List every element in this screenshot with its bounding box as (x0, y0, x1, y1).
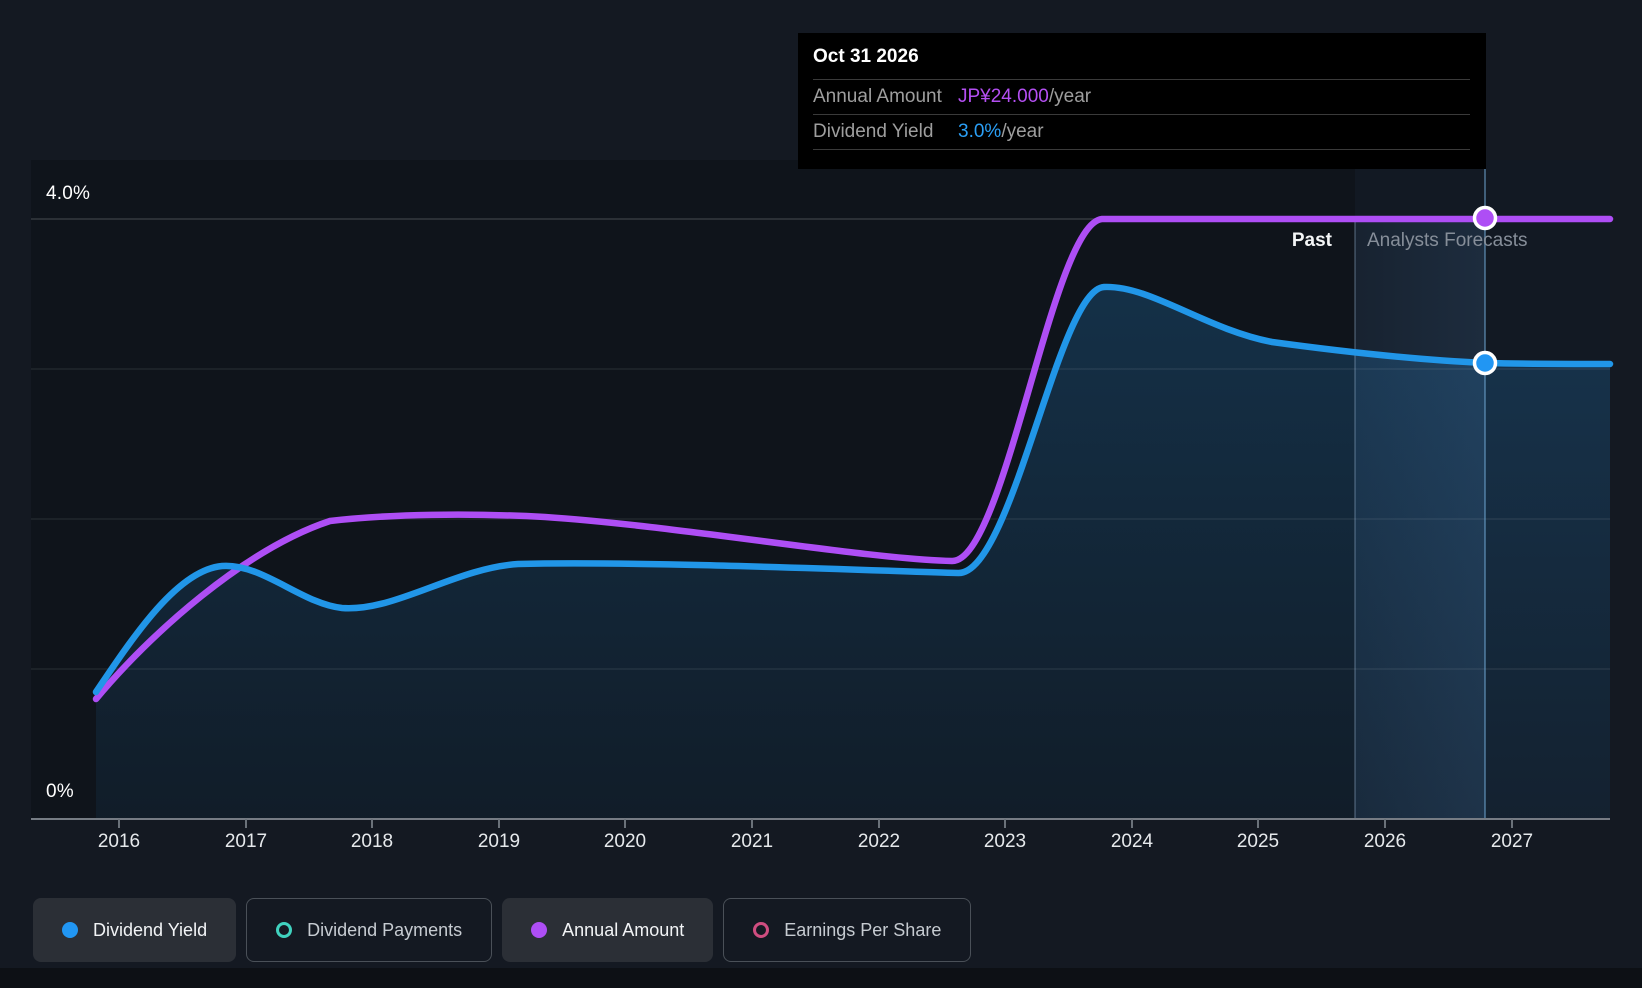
x-axis-label: 2023 (983, 831, 1027, 852)
x-axis-label: 2022 (857, 831, 901, 852)
x-axis-label: 2020 (603, 831, 647, 852)
legend-label: Dividend Yield (93, 919, 208, 940)
legend-toggle-dividend-payments[interactable]: Dividend Payments (246, 898, 493, 962)
x-axis-label: 2021 (730, 831, 774, 852)
past-label: Past (1291, 230, 1332, 251)
x-axis-label: 2017 (224, 831, 268, 852)
tooltip-row-dividend-yield: Dividend Yield 3.0%/year (813, 114, 1470, 150)
dividend-yield-dot-icon (62, 922, 78, 938)
x-axis-label: 2019 (477, 831, 521, 852)
chart-legend: Dividend Yield Dividend Payments Annual … (33, 898, 972, 962)
x-axis-label: 2027 (1490, 831, 1534, 852)
x-axis-label: 2018 (350, 831, 394, 852)
annual-amount-dot-icon (531, 922, 548, 938)
chart-tooltip: Oct 31 2026 Annual Amount JP¥24.000/year… (798, 33, 1486, 169)
tooltip-value: JP¥24.000 (958, 86, 1049, 107)
tooltip-value-suffix: /year (1001, 121, 1044, 142)
earnings-per-share-ring-icon (753, 922, 770, 938)
x-axis-label: 2026 (1363, 831, 1407, 852)
dividend-yield-marker-dot[interactable] (1472, 350, 1498, 376)
tooltip-value: 3.0% (958, 121, 1002, 142)
annual-amount-line (92, 215, 1614, 703)
tooltip-label: Annual Amount (813, 86, 942, 107)
dividend-yield-area (96, 286, 1610, 819)
legend-toggle-earnings-per-share[interactable]: Earnings Per Share (723, 898, 972, 962)
bottom-strip (0, 968, 1642, 988)
analysts-forecasts-label: Analysts Forecasts (1367, 230, 1528, 251)
forecast-highlight-band (1355, 219, 1485, 819)
legend-label: Earnings Per Share (784, 919, 942, 940)
tooltip-label: Dividend Yield (813, 121, 934, 142)
tooltip-value-suffix: /year (1048, 86, 1092, 107)
tooltip-date: Oct 31 2026 (813, 46, 919, 67)
x-axis-label: 2025 (1236, 831, 1280, 852)
legend-toggle-dividend-yield[interactable]: Dividend Yield (33, 898, 237, 962)
tooltip-row-annual-amount: Annual Amount JP¥24.000/year (813, 79, 1470, 114)
x-axis-ticks (118, 819, 1513, 828)
y-axis-label-top: 4.0% (46, 183, 91, 204)
x-axis-label: 2016 (97, 831, 141, 852)
x-axis-label: 2024 (1110, 831, 1154, 852)
dividend-payments-ring-icon (276, 922, 293, 938)
y-axis-label-bottom: 0% (46, 781, 74, 802)
annual-amount-marker-dot[interactable] (1472, 205, 1498, 231)
legend-label: Annual Amount (562, 919, 685, 940)
dividend-yield-line (92, 283, 1614, 696)
legend-label: Dividend Payments (307, 919, 463, 940)
legend-toggle-annual-amount[interactable]: Annual Amount (502, 898, 714, 962)
